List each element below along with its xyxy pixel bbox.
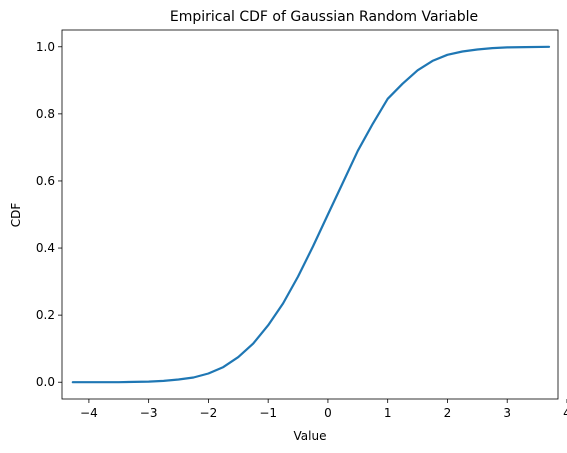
x-tick-label: 2 [444,406,452,420]
x-tick-label: 0 [324,406,332,420]
x-tick-label: 3 [503,406,511,420]
x-tick-label: −2 [200,406,218,420]
x-axis-label: Value [294,429,327,443]
y-tick-label: 0.8 [36,107,55,121]
x-tick-label: −1 [259,406,277,420]
y-tick-label: 0.2 [36,308,55,322]
plot-frame [62,30,558,399]
y-axis-label: CDF [9,203,23,228]
y-tick-label: 1.0 [36,40,55,54]
tick-marks: −4 −3 −2 −1 0 1 2 3 4 0.0 0.2 0.4 0.6 0.8 1.0 [36,40,567,420]
cdf-line [73,47,549,382]
y-tick-label: 0.4 [36,241,55,255]
x-tick-label: 1 [384,406,392,420]
x-tick-label: 4 [563,406,567,420]
y-tick-label: 0.6 [36,174,55,188]
y-tick-label: 0.0 [36,375,55,389]
x-tick-label: −4 [80,406,98,420]
series-layer [73,47,549,382]
chart-title: Empirical CDF of Gaussian Random Variabl… [170,9,478,25]
x-tick-label: −3 [140,406,158,420]
